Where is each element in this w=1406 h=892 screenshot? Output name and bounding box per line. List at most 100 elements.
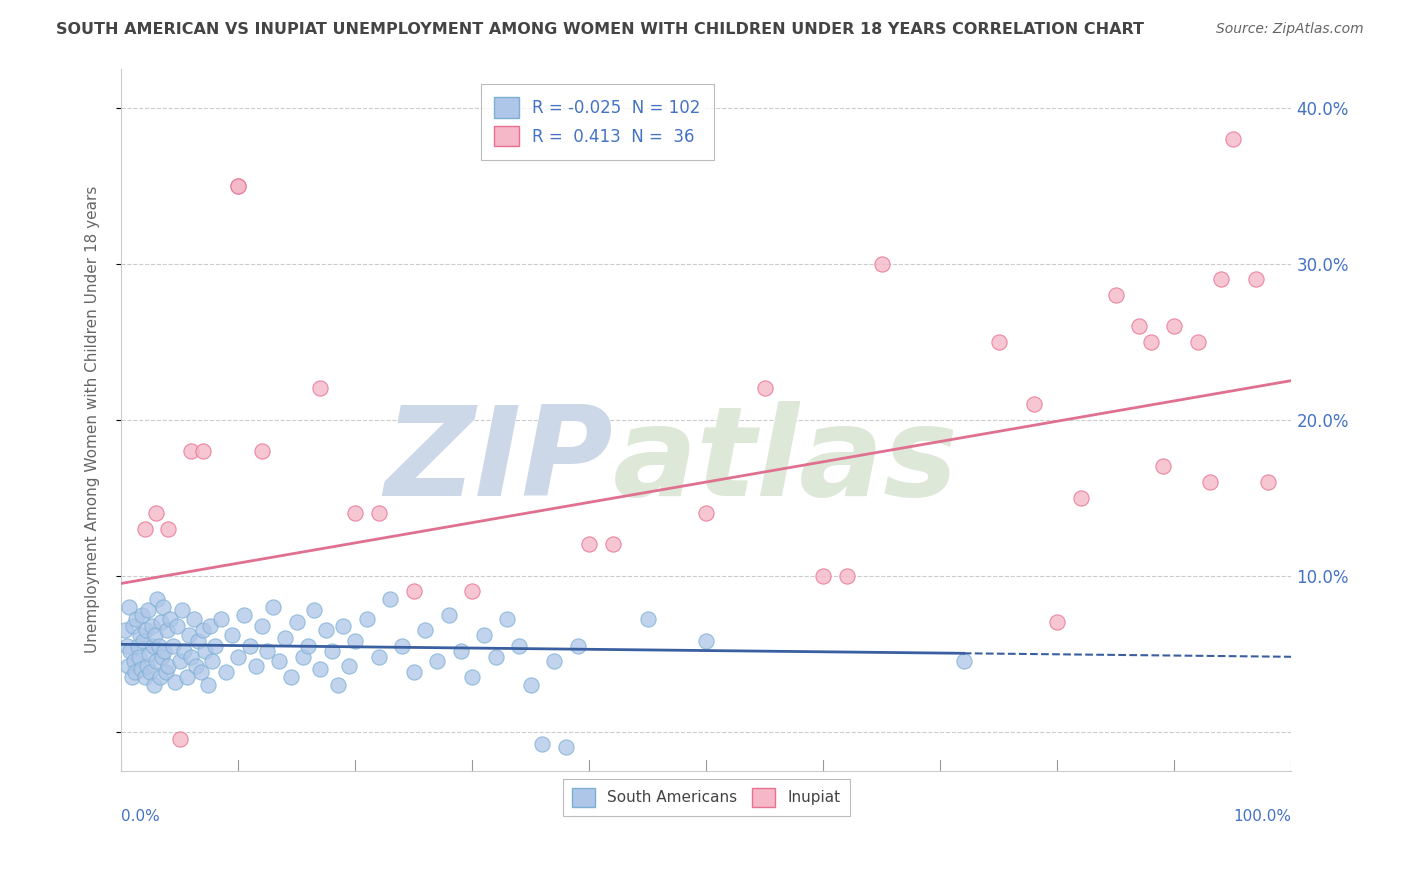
Point — [1257, 475, 1279, 489]
Point — [156, 522, 179, 536]
Point — [115, 639, 138, 653]
Point — [1152, 459, 1174, 474]
Point — [148, 639, 170, 653]
Point — [1140, 334, 1163, 349]
Point — [131, 607, 153, 622]
Point — [602, 537, 624, 551]
Point — [344, 634, 367, 648]
Point — [450, 643, 472, 657]
Point — [135, 659, 157, 673]
Point — [239, 639, 262, 653]
Point — [262, 599, 284, 614]
Point — [162, 639, 184, 653]
Point — [637, 612, 659, 626]
Point — [180, 649, 202, 664]
Point — [437, 607, 460, 622]
Point — [302, 603, 325, 617]
Point — [952, 655, 974, 669]
Point — [142, 678, 165, 692]
Point — [461, 670, 484, 684]
Point — [315, 624, 337, 638]
Point — [472, 628, 495, 642]
Point — [485, 649, 508, 664]
Point — [129, 662, 152, 676]
Point — [1222, 132, 1244, 146]
Point — [180, 443, 202, 458]
Point — [169, 655, 191, 669]
Point — [754, 381, 776, 395]
Point — [870, 256, 893, 270]
Point — [145, 506, 167, 520]
Point — [121, 670, 143, 684]
Point — [402, 665, 425, 680]
Point — [415, 624, 437, 638]
Text: SOUTH AMERICAN VS INUPIAT UNEMPLOYMENT AMONG WOMEN WITH CHILDREN UNDER 18 YEARS : SOUTH AMERICAN VS INUPIAT UNEMPLOYMENT A… — [56, 22, 1144, 37]
Point — [153, 643, 176, 657]
Point — [135, 624, 157, 638]
Point — [118, 599, 141, 614]
Text: Source: ZipAtlas.com: Source: ZipAtlas.com — [1216, 22, 1364, 37]
Y-axis label: Unemployment Among Women with Children Under 18 years: Unemployment Among Women with Children U… — [86, 186, 100, 653]
Point — [356, 612, 378, 626]
Point — [1211, 272, 1233, 286]
Point — [134, 522, 156, 536]
Text: 0.0%: 0.0% — [121, 809, 160, 824]
Point — [1163, 318, 1185, 333]
Point — [149, 670, 172, 684]
Point — [156, 659, 179, 673]
Point — [256, 643, 278, 657]
Point — [508, 639, 530, 653]
Point — [177, 628, 200, 642]
Point — [274, 631, 297, 645]
Point — [149, 615, 172, 630]
Point — [204, 639, 226, 653]
Point — [197, 678, 219, 692]
Point — [250, 618, 273, 632]
Text: 100.0%: 100.0% — [1233, 809, 1292, 824]
Point — [1187, 334, 1209, 349]
Point — [309, 381, 332, 395]
Point — [226, 178, 249, 193]
Point — [1105, 287, 1128, 301]
Point — [183, 612, 205, 626]
Point — [269, 655, 291, 669]
Point — [127, 639, 149, 653]
Point — [233, 607, 256, 622]
Point — [695, 506, 717, 520]
Point — [226, 649, 249, 664]
Point — [139, 665, 162, 680]
Point — [121, 618, 143, 632]
Point — [124, 665, 146, 680]
Point — [146, 592, 169, 607]
Point — [426, 655, 449, 669]
Point — [136, 603, 159, 617]
Point — [156, 624, 179, 638]
Point — [176, 670, 198, 684]
Point — [152, 599, 174, 614]
Point — [554, 740, 576, 755]
Point — [132, 634, 155, 648]
Point — [391, 639, 413, 653]
Point — [141, 618, 163, 632]
Point — [120, 643, 142, 657]
Point — [138, 647, 160, 661]
Point — [1070, 491, 1092, 505]
Point — [163, 674, 186, 689]
Point — [461, 584, 484, 599]
Point — [695, 634, 717, 648]
Point — [125, 612, 148, 626]
Point — [143, 628, 166, 642]
Point — [170, 603, 193, 617]
Point — [221, 628, 243, 642]
Point — [198, 618, 221, 632]
Legend: South Americans, Inupiat: South Americans, Inupiat — [562, 779, 849, 815]
Point — [145, 655, 167, 669]
Point — [190, 665, 212, 680]
Point — [280, 670, 302, 684]
Point — [245, 659, 267, 673]
Point — [194, 643, 217, 657]
Point — [128, 649, 150, 664]
Point — [134, 670, 156, 684]
Point — [209, 612, 232, 626]
Point — [291, 649, 314, 664]
